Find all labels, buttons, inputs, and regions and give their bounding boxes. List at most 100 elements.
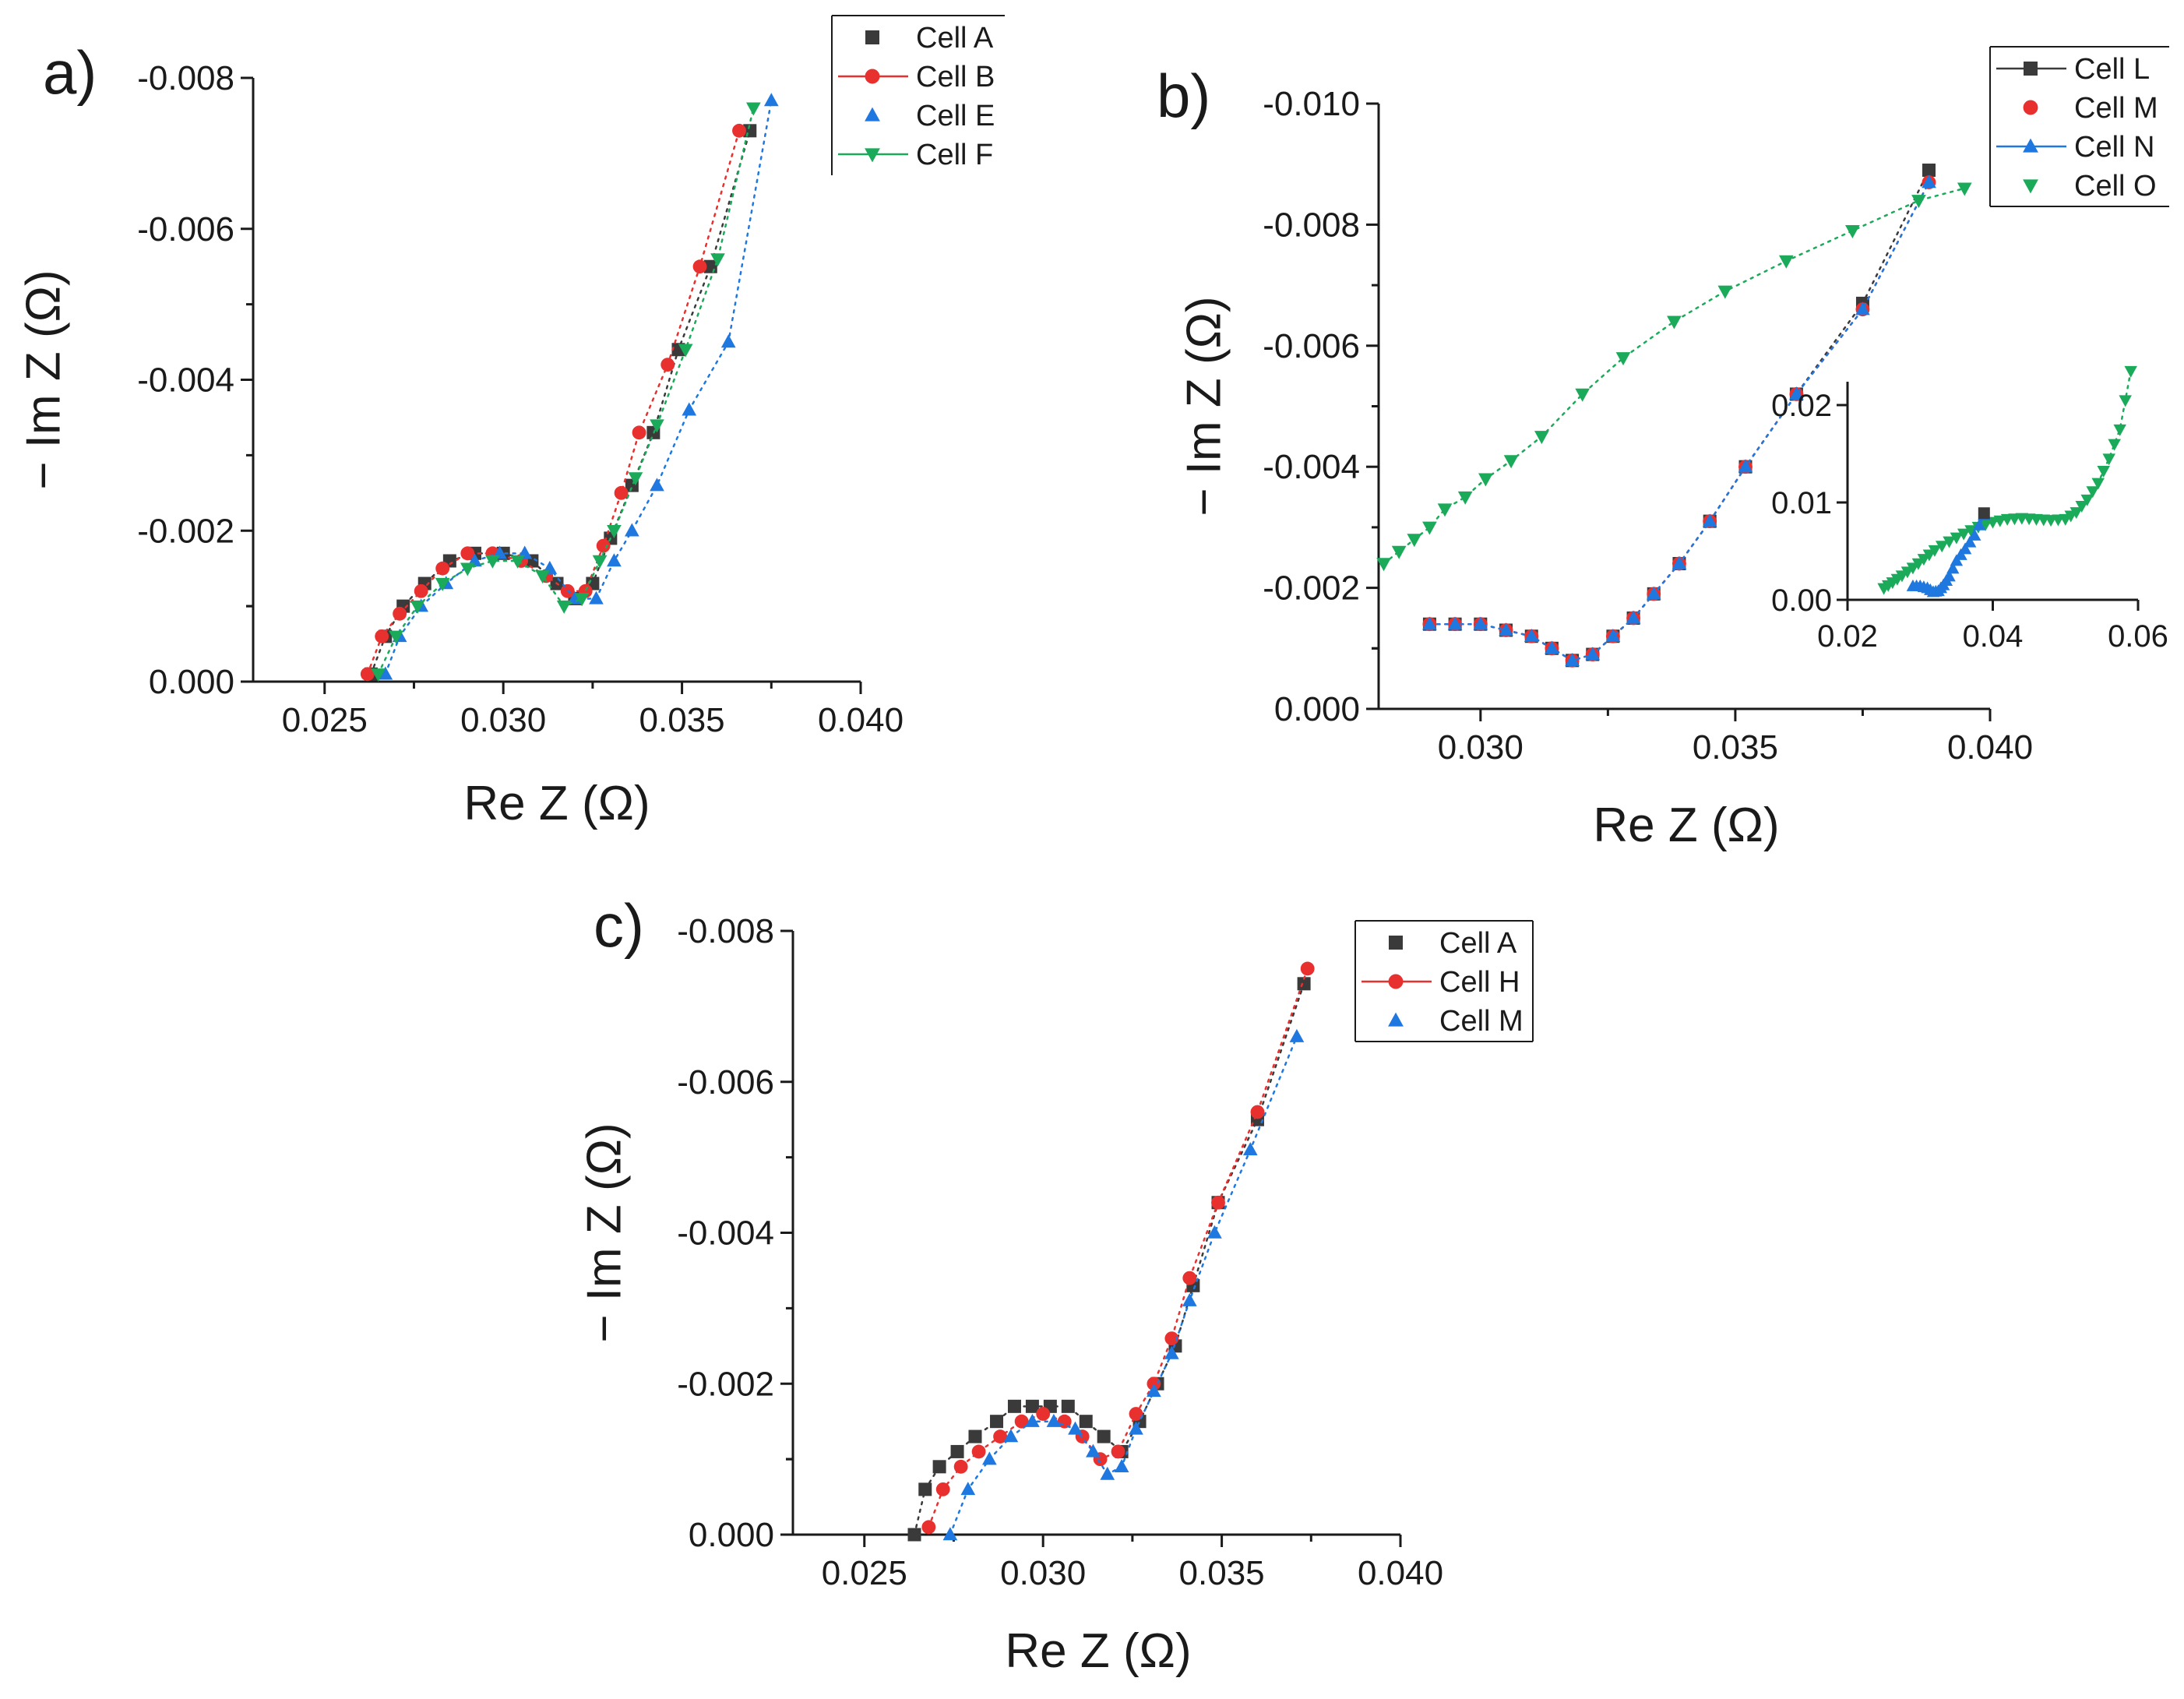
series-cell-h bbox=[921, 961, 1315, 1535]
data-point bbox=[710, 253, 725, 267]
data-point bbox=[607, 553, 622, 567]
legend: Cell A Cell H Cell M bbox=[1354, 920, 1534, 1042]
inset-series-cell-l bbox=[1978, 507, 1990, 520]
inset-background bbox=[1848, 405, 2138, 600]
data-point bbox=[1129, 1421, 1143, 1435]
data-point bbox=[1111, 1444, 1125, 1459]
legend-label: Cell M bbox=[2074, 92, 2158, 125]
data-point bbox=[932, 1460, 946, 1474]
y-tick-label: -0.004 bbox=[137, 361, 234, 400]
data-point bbox=[1605, 628, 1621, 642]
y-tick-label: -0.002 bbox=[1263, 569, 1360, 608]
data-point bbox=[1626, 610, 1641, 624]
panel-label: a) bbox=[43, 38, 97, 107]
data-point bbox=[971, 1444, 986, 1459]
inset-data-point bbox=[1946, 562, 1960, 574]
data-point bbox=[607, 525, 622, 539]
data-point bbox=[1422, 616, 1437, 630]
inset-data-point bbox=[1978, 507, 1990, 520]
legend-label: Cell M bbox=[1439, 1005, 1524, 1038]
y-tick-label: -0.004 bbox=[1263, 448, 1360, 486]
x-axis-title: Re Z (Ω) bbox=[463, 777, 650, 830]
data-point bbox=[1242, 1142, 1258, 1156]
data-point bbox=[1855, 301, 1870, 315]
inset-x-tick-label: 0.04 bbox=[1963, 619, 2024, 654]
legend-label: Cell A bbox=[916, 22, 994, 55]
x-axis-title: Re Z (Ω) bbox=[1005, 1624, 1191, 1678]
data-point bbox=[1079, 1415, 1093, 1429]
data-point bbox=[632, 425, 646, 440]
data-point bbox=[678, 344, 693, 358]
data-point bbox=[960, 1482, 976, 1496]
inset-chart: 0.02 0.04 0.06 0.00 0.01 0.02 bbox=[1771, 365, 2168, 654]
data-point bbox=[720, 334, 736, 348]
y-axis-title: − Im Z (Ω) bbox=[577, 1123, 631, 1342]
data-point bbox=[360, 667, 375, 682]
y-tick-label: -0.008 bbox=[137, 59, 234, 97]
data-point bbox=[907, 1528, 921, 1542]
y-tick-label: 0.000 bbox=[149, 663, 234, 701]
inset-data-point bbox=[1978, 519, 1992, 531]
data-point bbox=[1922, 163, 1936, 177]
x-tick-label: 0.030 bbox=[1438, 728, 1524, 767]
data-point bbox=[1437, 503, 1453, 517]
data-point bbox=[1025, 1413, 1040, 1427]
data-point bbox=[1778, 255, 1794, 269]
inset-y-tick-label: 0.00 bbox=[1771, 583, 1832, 618]
data-point bbox=[1003, 1429, 1019, 1443]
y-tick-label: -0.006 bbox=[137, 210, 234, 249]
legend-label: Cell N bbox=[2074, 131, 2154, 164]
data-point bbox=[1789, 386, 1804, 400]
data-point bbox=[968, 1429, 982, 1443]
data-point bbox=[982, 1451, 997, 1465]
legend-marker bbox=[865, 107, 880, 122]
data-point bbox=[460, 546, 475, 561]
data-point bbox=[1565, 653, 1580, 667]
inset-x-tick-label: 0.02 bbox=[1817, 619, 1878, 654]
data-point bbox=[535, 570, 550, 584]
data-point bbox=[1922, 174, 1936, 189]
data-point bbox=[614, 485, 629, 500]
data-point bbox=[393, 606, 407, 621]
data-point bbox=[1014, 1414, 1029, 1429]
data-point bbox=[628, 472, 643, 486]
data-point bbox=[1545, 640, 1559, 654]
data-point bbox=[1036, 1407, 1051, 1421]
data-point bbox=[1376, 558, 1391, 572]
x-tick-label: 0.035 bbox=[1693, 728, 1778, 767]
data-point bbox=[1046, 1413, 1062, 1427]
legend-marker bbox=[865, 69, 880, 84]
inset-x-tick-label: 0.06 bbox=[2108, 619, 2168, 654]
legend-label: Cell B bbox=[916, 61, 995, 93]
inset-y-tick-label: 0.02 bbox=[1771, 389, 1832, 423]
series-line bbox=[1428, 181, 1930, 662]
x-tick-label: 0.040 bbox=[818, 701, 904, 739]
y-tick-label: -0.008 bbox=[1263, 206, 1360, 244]
data-point bbox=[510, 555, 525, 569]
data-point bbox=[589, 590, 604, 605]
y-tick-label: -0.010 bbox=[1263, 85, 1360, 123]
data-point bbox=[921, 1520, 936, 1535]
y-tick-label: -0.006 bbox=[677, 1063, 774, 1102]
legend-marker bbox=[1389, 936, 1403, 950]
chart-panel-c: 0.025 0.030 0.035 0.040 0.000 -0.002 -0.004 -0.… bbox=[577, 891, 1534, 1678]
inset-data-point bbox=[1972, 518, 1986, 530]
data-point bbox=[556, 600, 572, 614]
inset-data-point bbox=[2091, 478, 2105, 490]
series-cell-f bbox=[371, 102, 761, 682]
data-point bbox=[1114, 1459, 1129, 1473]
x-tick-label: 0.040 bbox=[1947, 728, 2033, 767]
data-point bbox=[460, 562, 475, 576]
data-point bbox=[574, 593, 590, 607]
y-tick-label: 0.000 bbox=[1274, 690, 1360, 728]
data-point bbox=[1422, 521, 1437, 535]
inset-data-point bbox=[1993, 515, 2007, 527]
data-point bbox=[1534, 431, 1549, 445]
legend-marker bbox=[865, 148, 880, 163]
data-point bbox=[1391, 545, 1407, 559]
data-point bbox=[953, 1459, 968, 1474]
inset-y-tick-label: 0.01 bbox=[1771, 486, 1832, 520]
inset-data-point bbox=[2080, 494, 2094, 506]
inset-data-point bbox=[2124, 365, 2137, 378]
legend: Cell L Cell M Cell N Cell O bbox=[1989, 46, 2169, 207]
